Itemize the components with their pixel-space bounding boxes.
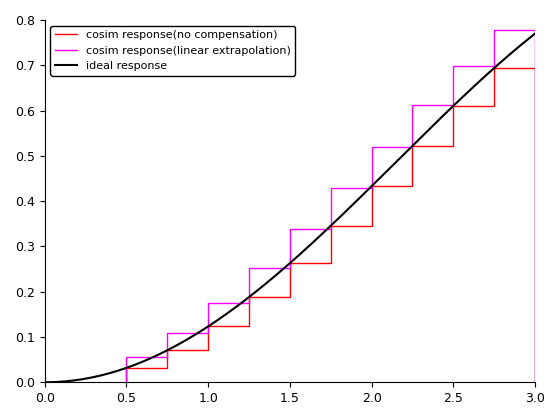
Legend: cosim response(no compensation), cosim response(linear extrapolation), ideal res: cosim response(no compensation), cosim r… <box>50 26 295 76</box>
